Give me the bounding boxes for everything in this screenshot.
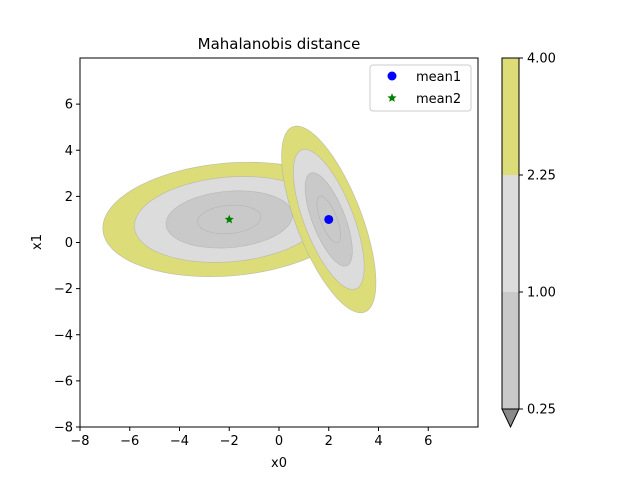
mean-markers	[224, 214, 334, 224]
colorbar-segment	[502, 58, 519, 175]
x-tick-label: −2	[220, 434, 239, 449]
contour-band-mean1-1	[293, 149, 365, 290]
x-tick-label: −8	[70, 434, 89, 449]
x-tick-label: 2	[325, 434, 333, 449]
y-axis-label: x1	[30, 234, 45, 250]
y-tick-label: −8	[54, 421, 73, 436]
x-tick-label: 6	[424, 434, 432, 449]
colorbar-segment	[502, 292, 519, 409]
y-tick-label: 2	[65, 190, 73, 205]
contour-line-mean1-2	[293, 149, 365, 290]
colorbar-tick-label: 4.00	[527, 52, 556, 67]
legend-mean2-marker	[387, 93, 397, 102]
contour-band-mean2-2	[102, 162, 356, 277]
y-tick-label: 6	[65, 98, 73, 113]
y-tick-label: 4	[65, 144, 73, 159]
contour-line-mean2-2	[134, 176, 325, 263]
legend-mean1-marker	[387, 71, 397, 81]
colorbar-tick-label: 1.00	[527, 286, 556, 301]
contour-band-mean2-0	[166, 190, 293, 249]
colorbar: 0.25 1.00 2.25 4.00	[501, 52, 556, 429]
legend: mean1 mean2	[369, 64, 472, 112]
contour-line-mean2-0	[197, 204, 262, 235]
contour-band-mean1-2	[281, 126, 376, 313]
legend-mean1-label: mean1	[416, 70, 461, 85]
legend-mean2-label: mean2	[416, 92, 461, 107]
colorbar-tick-label: 0.25	[527, 403, 556, 418]
contour-line-mean1-1	[304, 172, 353, 267]
x-tick-label: −6	[120, 434, 139, 449]
y-tick-label: −2	[54, 282, 73, 297]
x-tick-label: 0	[275, 434, 283, 449]
colorbar-segment	[502, 175, 519, 292]
contour-line-mean1-0	[316, 195, 341, 244]
x-axis-ticks: −8 −6 −4 −2 0 2 4 6	[70, 427, 432, 449]
x-tick-label: −4	[170, 434, 189, 449]
y-tick-label: −6	[54, 374, 73, 389]
y-axis-ticks: −8 −6 −4 −2 0 2 4 6	[54, 98, 80, 436]
point-mean2	[224, 214, 234, 224]
x-tick-label: 4	[374, 434, 382, 449]
chart-title: Mahalanobis distance	[198, 35, 361, 53]
contour-line-mean2-1	[165, 190, 293, 249]
y-tick-label: 0	[65, 236, 73, 251]
contour-band-mean2-1	[134, 176, 325, 263]
colorbar-tick-label: 2.25	[527, 169, 556, 184]
point-mean1	[324, 214, 334, 224]
contour-regions	[102, 125, 377, 314]
x-axis-label: x0	[271, 456, 287, 471]
colorbar-frame	[501, 57, 520, 410]
contour-line-mean1-3	[281, 125, 377, 314]
y-tick-label: −4	[54, 328, 73, 343]
contour-band-mean1-0	[305, 172, 353, 267]
